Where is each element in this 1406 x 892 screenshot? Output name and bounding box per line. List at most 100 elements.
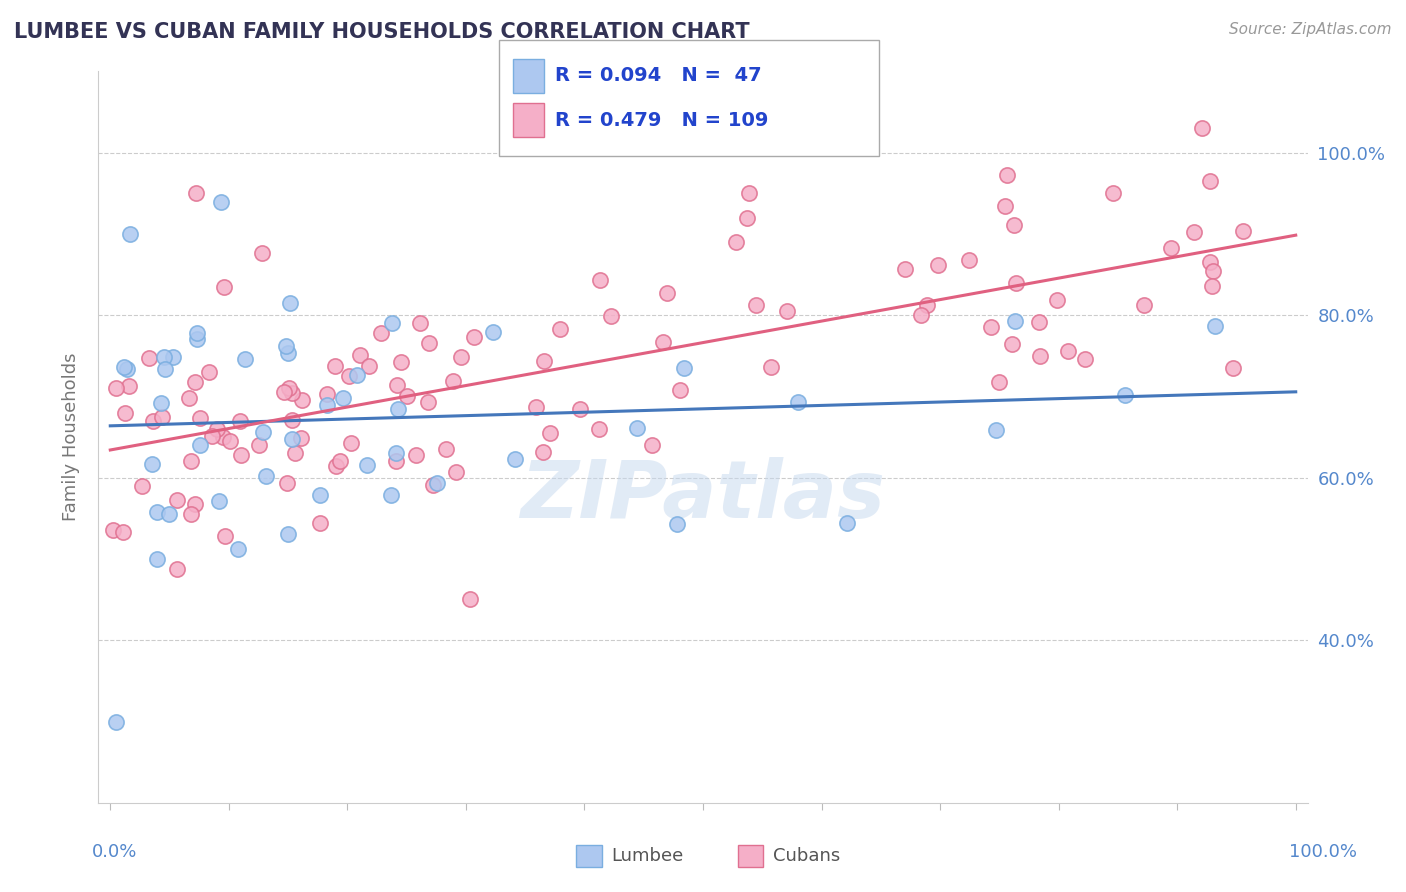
Point [186, 186, 208, 200]
Point [101, 523, 124, 537]
Point [145, 505, 167, 519]
Point [409, 316, 432, 330]
Point [112, 525, 135, 540]
Point [252, 425, 274, 439]
Point [254, 469, 277, 483]
Point [987, 375, 1010, 389]
Point [444, 466, 467, 480]
Point [482, 325, 505, 339]
Point [735, 211, 758, 226]
Point [212, 430, 235, 444]
Point [276, 475, 298, 490]
Point [332, 392, 354, 406]
Point [131, 478, 153, 492]
Point [385, 454, 408, 468]
Point [569, 401, 592, 416]
Point [434, 442, 457, 456]
Point [672, 360, 695, 375]
Text: Source: ZipAtlas.com: Source: ZipAtlas.com [1229, 22, 1392, 37]
Text: 100.0%: 100.0% [1289, 843, 1357, 861]
Point [166, 561, 188, 575]
Point [1204, 318, 1226, 333]
Point [1057, 343, 1080, 358]
Point [1028, 315, 1050, 329]
Point [1191, 121, 1213, 136]
Point [980, 319, 1002, 334]
Point [337, 368, 360, 383]
Point [776, 304, 799, 318]
Point [835, 516, 858, 531]
Point [184, 497, 207, 511]
Point [1074, 351, 1097, 366]
Point [250, 246, 273, 260]
Point [356, 458, 378, 473]
Point [228, 414, 250, 428]
Point [180, 508, 202, 522]
Point [655, 285, 678, 300]
Point [219, 434, 242, 449]
Point [548, 322, 571, 336]
Point [141, 457, 163, 471]
Point [538, 425, 561, 440]
Point [524, 400, 547, 414]
Point [114, 406, 136, 420]
Point [1199, 174, 1222, 188]
Point [166, 493, 188, 508]
Text: 0.0%: 0.0% [91, 843, 136, 861]
Point [142, 414, 165, 428]
Point [1005, 277, 1028, 291]
Point [387, 402, 409, 417]
Point [396, 389, 419, 403]
Point [651, 334, 673, 349]
Point [744, 298, 766, 312]
Point [325, 458, 347, 473]
Point [1133, 298, 1156, 312]
Text: R = 0.479   N = 109: R = 0.479 N = 109 [555, 111, 769, 130]
Point [915, 298, 938, 312]
Point [1160, 241, 1182, 255]
Point [316, 398, 339, 412]
Point [349, 348, 371, 362]
Point [1182, 225, 1205, 239]
Point [994, 199, 1017, 213]
Point [1029, 349, 1052, 363]
Point [418, 336, 440, 351]
Point [759, 360, 782, 375]
Point [281, 385, 304, 400]
Point [209, 194, 232, 209]
Point [589, 273, 612, 287]
Point [503, 451, 526, 466]
Point [118, 227, 141, 241]
Point [145, 552, 167, 566]
Point [274, 339, 297, 353]
Point [1199, 255, 1222, 269]
Point [387, 378, 409, 392]
Point [531, 445, 554, 459]
Point [1232, 224, 1254, 238]
Point [138, 351, 160, 365]
Point [370, 326, 392, 340]
Point [309, 516, 332, 531]
Point [329, 454, 352, 468]
Point [626, 420, 648, 434]
Point [184, 375, 207, 389]
Point [280, 432, 302, 446]
Point [738, 186, 761, 201]
Point [291, 392, 314, 407]
Point [1000, 337, 1022, 351]
Point [787, 395, 810, 409]
Point [1202, 264, 1225, 278]
Y-axis label: Family Households: Family Households [62, 353, 80, 521]
Point [277, 527, 299, 541]
Point [641, 438, 664, 452]
Point [458, 592, 481, 607]
Point [179, 391, 201, 405]
Point [995, 168, 1018, 182]
Point [385, 445, 408, 459]
Point [441, 374, 464, 388]
Point [463, 330, 485, 344]
Point [359, 359, 381, 374]
Text: Lumbee: Lumbee [612, 847, 683, 865]
Point [162, 351, 184, 365]
Point [1114, 388, 1136, 402]
